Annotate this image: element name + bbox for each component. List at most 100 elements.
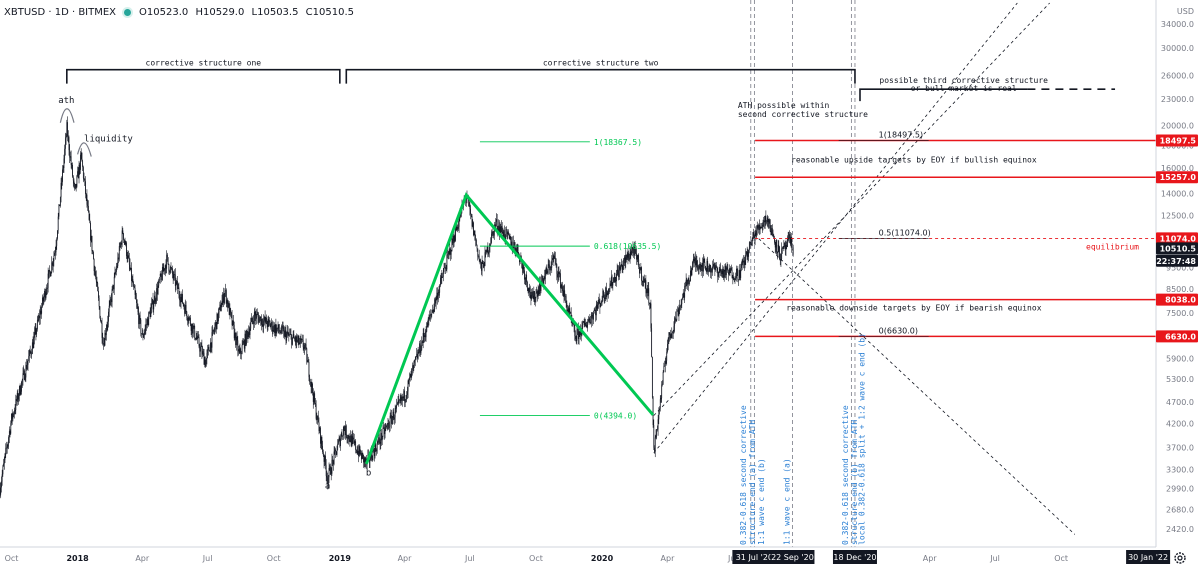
candle-body	[63, 158, 65, 169]
candle-body	[447, 253, 449, 255]
candle-body	[136, 303, 138, 308]
candle-body	[531, 291, 533, 296]
candle-body	[636, 255, 638, 260]
candle-body	[733, 276, 734, 280]
candle-body	[353, 439, 355, 444]
candle-body	[327, 477, 329, 484]
candle-body	[322, 445, 323, 453]
candle-body	[305, 344, 307, 349]
candle-body	[738, 270, 740, 280]
candle-body	[121, 242, 122, 245]
candle-body	[300, 338, 302, 341]
candle-body	[281, 325, 283, 333]
candle-body	[261, 318, 263, 325]
candle-body	[18, 386, 20, 396]
structure-bracket	[66, 68, 341, 84]
candle-body	[62, 169, 63, 182]
candle-body	[349, 439, 351, 443]
candle-body	[573, 324, 575, 327]
candle-body	[756, 225, 758, 231]
candle-body	[318, 422, 320, 431]
candle-body	[735, 278, 737, 280]
candle-body	[95, 276, 97, 282]
candle-body	[141, 333, 142, 335]
price-tick-label: 12500.0	[1161, 211, 1194, 220]
candle-body	[529, 287, 530, 293]
candle-body	[289, 333, 291, 335]
candle-body	[340, 438, 341, 447]
candle-body	[611, 276, 613, 286]
price-tag-label: 8038.0	[1165, 296, 1196, 305]
candle-body	[503, 230, 505, 237]
candle-body	[303, 347, 305, 349]
candle-body	[410, 373, 412, 378]
candle-body	[406, 391, 408, 395]
candle-body	[539, 282, 540, 295]
candle-body	[570, 312, 572, 319]
candle-body	[60, 182, 62, 198]
candle-body	[723, 271, 725, 278]
third-bracket	[859, 88, 1028, 102]
candle-body	[184, 306, 186, 314]
candle-body	[633, 247, 635, 256]
candle-body	[561, 284, 563, 287]
candle-body	[192, 327, 194, 334]
candle-body	[662, 372, 664, 384]
candle-body	[329, 466, 331, 469]
candle-body	[10, 423, 12, 434]
candle-body	[362, 453, 364, 455]
candle-body	[601, 301, 603, 303]
candle-body	[336, 450, 338, 455]
candle-body	[36, 329, 38, 335]
candle-body	[291, 335, 293, 345]
candle-body	[316, 418, 318, 420]
candle-body	[678, 309, 680, 316]
candle-body	[304, 344, 306, 345]
upside-text: reasonable upside targets by EOY if bull…	[791, 155, 1037, 164]
price-axis[interactable]: 2420.0 2680.0 2990.0 3300.0 3700.0 4200.0 4700…	[1155, 0, 1200, 547]
time-tick-label: Oct	[5, 554, 19, 563]
candle-body	[779, 259, 781, 261]
candle-body	[135, 294, 137, 300]
candle-body	[578, 331, 580, 339]
time-axis[interactable]: Oct 2018 Apr Jul Oct 2019 Apr Jul Oct 2020 Apr Jul O…	[0, 546, 1200, 569]
candle-body	[667, 344, 668, 352]
candle-body	[255, 315, 257, 319]
symbol-title[interactable]: XBTUSD · 1D · BITMEX	[4, 6, 117, 18]
candle-body	[178, 287, 180, 295]
candle-body	[3, 463, 4, 467]
candle-body	[644, 280, 646, 283]
price-tag-label: 15257.0	[1160, 173, 1197, 182]
time-tick-label: 2020	[591, 554, 614, 563]
candle-body	[585, 322, 586, 327]
candle-body	[636, 253, 637, 260]
settings-gear-icon[interactable]	[1174, 552, 1186, 564]
candle-body	[631, 247, 633, 251]
candle-body	[605, 287, 607, 299]
candle-body	[118, 246, 120, 260]
candle-body	[249, 328, 251, 335]
candle-body	[570, 312, 571, 314]
candle-body	[485, 250, 487, 253]
candle-body	[13, 411, 15, 415]
candle-body	[372, 449, 374, 461]
candle-body	[239, 348, 241, 353]
candle-body	[213, 330, 215, 332]
candle-body	[691, 269, 693, 276]
candle-body	[110, 298, 112, 300]
candle-body	[565, 295, 566, 297]
candle-body	[168, 264, 170, 272]
vertical-note: 1:1 wave c end (a)	[783, 458, 792, 545]
candle-body	[79, 164, 81, 170]
candle-body	[528, 291, 530, 293]
candle-body	[492, 231, 494, 232]
candle-body	[542, 275, 543, 281]
candle-body	[684, 285, 686, 298]
time-tick-label: Apr	[923, 554, 938, 563]
candle-body	[740, 268, 742, 278]
candle-body	[164, 265, 166, 271]
candle-body	[535, 292, 537, 299]
candle-body	[225, 290, 226, 291]
candle-body	[8, 437, 10, 443]
